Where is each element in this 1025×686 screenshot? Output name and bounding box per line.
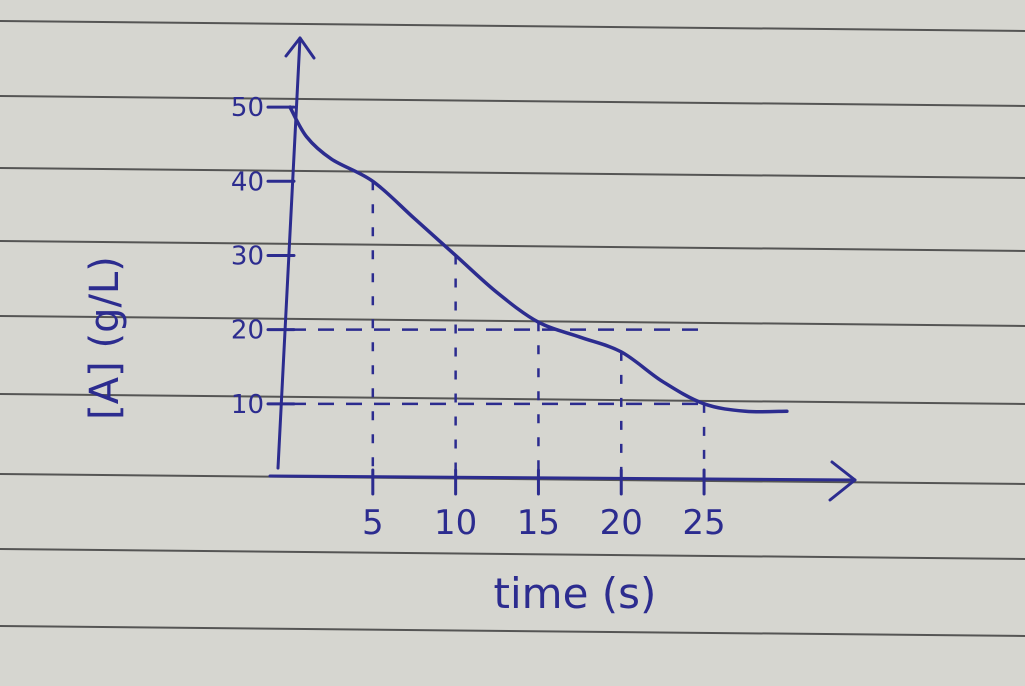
notebook-rule-line <box>0 548 1025 560</box>
x-tick-label: 15 <box>517 503 560 543</box>
y-axis-arrow <box>284 36 316 60</box>
dashed-guide-lines <box>290 181 706 474</box>
x-ticks: 5 10 15 20 25 <box>362 468 726 543</box>
axes <box>268 36 857 502</box>
x-tick-label: 5 <box>362 503 384 543</box>
y-ticks: 10 20 30 40 50 <box>231 93 296 420</box>
x-tick-label: 25 <box>682 503 725 543</box>
notebook-rule-line <box>0 95 1025 107</box>
x-tick-label: 10 <box>434 503 477 543</box>
y-tick-label: 10 <box>231 390 264 420</box>
x-tick-label: 20 <box>600 503 643 543</box>
x-axis-label: time (s) <box>494 569 657 618</box>
notebook-rule-line <box>0 625 1025 637</box>
y-axis <box>276 36 302 470</box>
series-line <box>288 105 789 414</box>
notebook-rule-line <box>0 20 1025 32</box>
notebook-rule-lines <box>0 20 1025 637</box>
y-tick-label: 40 <box>231 167 264 197</box>
notebook-rule-line <box>0 315 1025 327</box>
y-tick-label: 30 <box>231 241 264 271</box>
y-axis-label: [A] (g/L) <box>82 256 128 420</box>
notebook-rule-line <box>0 393 1025 405</box>
y-tick-label: 50 <box>231 93 264 123</box>
notebook-rule-line <box>0 240 1025 252</box>
y-tick-label: 20 <box>231 316 264 346</box>
x-axis <box>268 474 857 482</box>
x-axis-arrow <box>828 460 857 502</box>
notebook-rule-line <box>0 167 1025 179</box>
series <box>288 105 789 414</box>
